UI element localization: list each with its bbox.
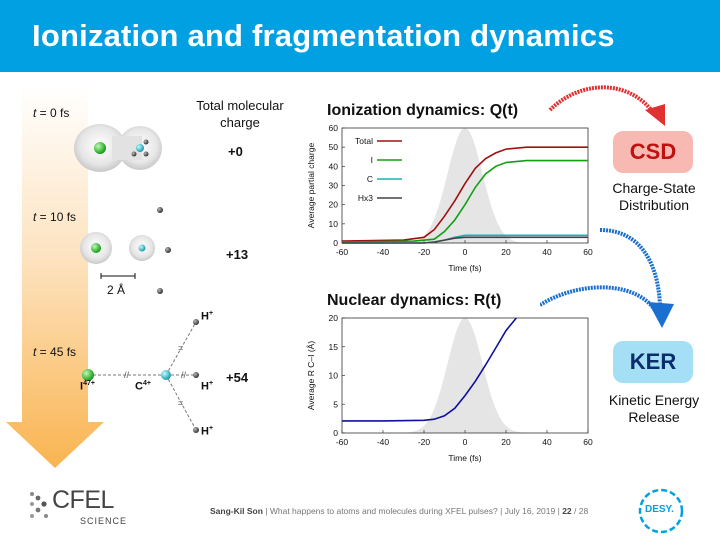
svg-text:=: = bbox=[178, 398, 183, 408]
desy-logo-text: DESY. bbox=[645, 504, 674, 515]
x-axis-label: Time (fs) bbox=[448, 453, 481, 463]
x-tick-label: -20 bbox=[418, 247, 431, 257]
ker-box: KER bbox=[613, 341, 693, 383]
charge-54: +54 bbox=[226, 370, 249, 385]
series-line-total bbox=[341, 146, 588, 242]
legend-label: C bbox=[367, 174, 373, 184]
ion-label-carbon: C4+ bbox=[135, 380, 151, 393]
total-charge-title: Total molecular charge bbox=[196, 98, 284, 130]
series-line-r bbox=[342, 317, 517, 422]
y-tick-label: 20 bbox=[329, 200, 339, 210]
series-line-i bbox=[341, 159, 588, 243]
x-tick-label: 0 bbox=[463, 437, 468, 447]
series-line-hx3 bbox=[342, 236, 588, 244]
ker-description: Kinetic Energy Release bbox=[608, 392, 700, 425]
desy-logo: DESY. bbox=[638, 488, 684, 534]
x-tick-label: 40 bbox=[542, 247, 552, 257]
xfel-pulse-shape bbox=[342, 128, 588, 243]
footer-text: Sang-Kil Son | What happens to atoms and… bbox=[210, 506, 589, 516]
x-axis-label: Time (fs) bbox=[448, 263, 481, 273]
chart-nuclear: -60 -40 -20 0 20 40 60 0 5 10 15 20 Time (fs) Average… bbox=[306, 313, 593, 463]
y-tick-label: 20 bbox=[329, 313, 339, 323]
charge-13: +13 bbox=[226, 247, 249, 262]
molecule-t0 bbox=[74, 124, 162, 172]
time-arrow bbox=[6, 85, 104, 468]
chart-title-q: Ionization dynamics: Q(t) bbox=[327, 102, 519, 119]
y-axis-label: Average R C–I (Å) bbox=[306, 341, 316, 410]
y-tick-label: 50 bbox=[329, 142, 339, 152]
y-tick-label: 30 bbox=[329, 181, 339, 191]
ion-label-h3: H+ bbox=[201, 425, 214, 438]
scale-label: 2 Å bbox=[107, 283, 126, 297]
svg-text:=: = bbox=[178, 343, 183, 353]
x-tick-label: 60 bbox=[583, 437, 593, 447]
x-tick-label: -40 bbox=[377, 247, 390, 257]
cfel-logo: CFEL SCIENCE bbox=[24, 486, 134, 532]
x-tick-label: -60 bbox=[336, 247, 349, 257]
molecule-t45: // = // = bbox=[82, 319, 199, 433]
ion-label-h2: H+ bbox=[201, 380, 214, 393]
y-tick-label: 15 bbox=[329, 342, 339, 352]
ion-label-iodine: I47+ bbox=[80, 380, 95, 393]
csd-description: Charge-State Distribution bbox=[612, 180, 696, 213]
y-tick-label: 10 bbox=[329, 371, 339, 381]
y-tick-label: 0 bbox=[333, 238, 338, 248]
time-label-10: t = 10 fs bbox=[33, 210, 77, 224]
x-tick-label: 20 bbox=[501, 247, 511, 257]
svg-text://: // bbox=[181, 370, 187, 380]
csd-box: CSD bbox=[613, 131, 693, 173]
x-tick-label: 0 bbox=[463, 247, 468, 257]
molecule-t10 bbox=[80, 207, 171, 294]
x-tick-label: 20 bbox=[501, 437, 511, 447]
x-tick-label: 40 bbox=[542, 437, 552, 447]
y-tick-label: 60 bbox=[329, 123, 339, 133]
time-label-45: t = 45 fs bbox=[33, 345, 77, 359]
scale-bar bbox=[100, 273, 136, 279]
chart-ionization: -60 -40 -20 0 20 40 60 0 10 20 30 40 50 60 Time (fs) Av… bbox=[306, 123, 593, 273]
legend-label: Total bbox=[355, 136, 373, 146]
x-tick-label: 60 bbox=[583, 247, 593, 257]
ion-label-h1: H+ bbox=[201, 310, 214, 323]
legend-label: I bbox=[371, 155, 373, 165]
xfel-pulse-shape bbox=[342, 318, 588, 433]
cfel-dots-icon bbox=[30, 492, 48, 518]
y-axis-label: Average partial charge bbox=[306, 143, 316, 229]
charge-0: +0 bbox=[228, 144, 243, 159]
y-tick-label: 0 bbox=[333, 428, 338, 438]
flow-arrows bbox=[540, 85, 674, 328]
x-tick-label: -60 bbox=[336, 437, 349, 447]
y-tick-label: 10 bbox=[329, 219, 339, 229]
desy-logo-icon bbox=[638, 488, 684, 534]
legend-label: Hx3 bbox=[358, 193, 373, 203]
chart-title-r: Nuclear dynamics: R(t) bbox=[327, 292, 502, 309]
x-tick-label: -40 bbox=[377, 437, 390, 447]
x-tick-label: -20 bbox=[418, 437, 431, 447]
y-tick-label: 40 bbox=[329, 161, 339, 171]
title-bar: Ionization and fragmentation dynamics bbox=[0, 0, 720, 72]
y-tick-label: 5 bbox=[333, 399, 338, 409]
svg-text://: // bbox=[124, 370, 130, 380]
cfel-logo-text: CFEL bbox=[52, 486, 114, 514]
slide-title: Ionization and fragmentation dynamics bbox=[32, 18, 615, 53]
cfel-logo-sub: SCIENCE bbox=[80, 516, 128, 526]
time-label-0: t = 0 fs bbox=[33, 106, 70, 120]
